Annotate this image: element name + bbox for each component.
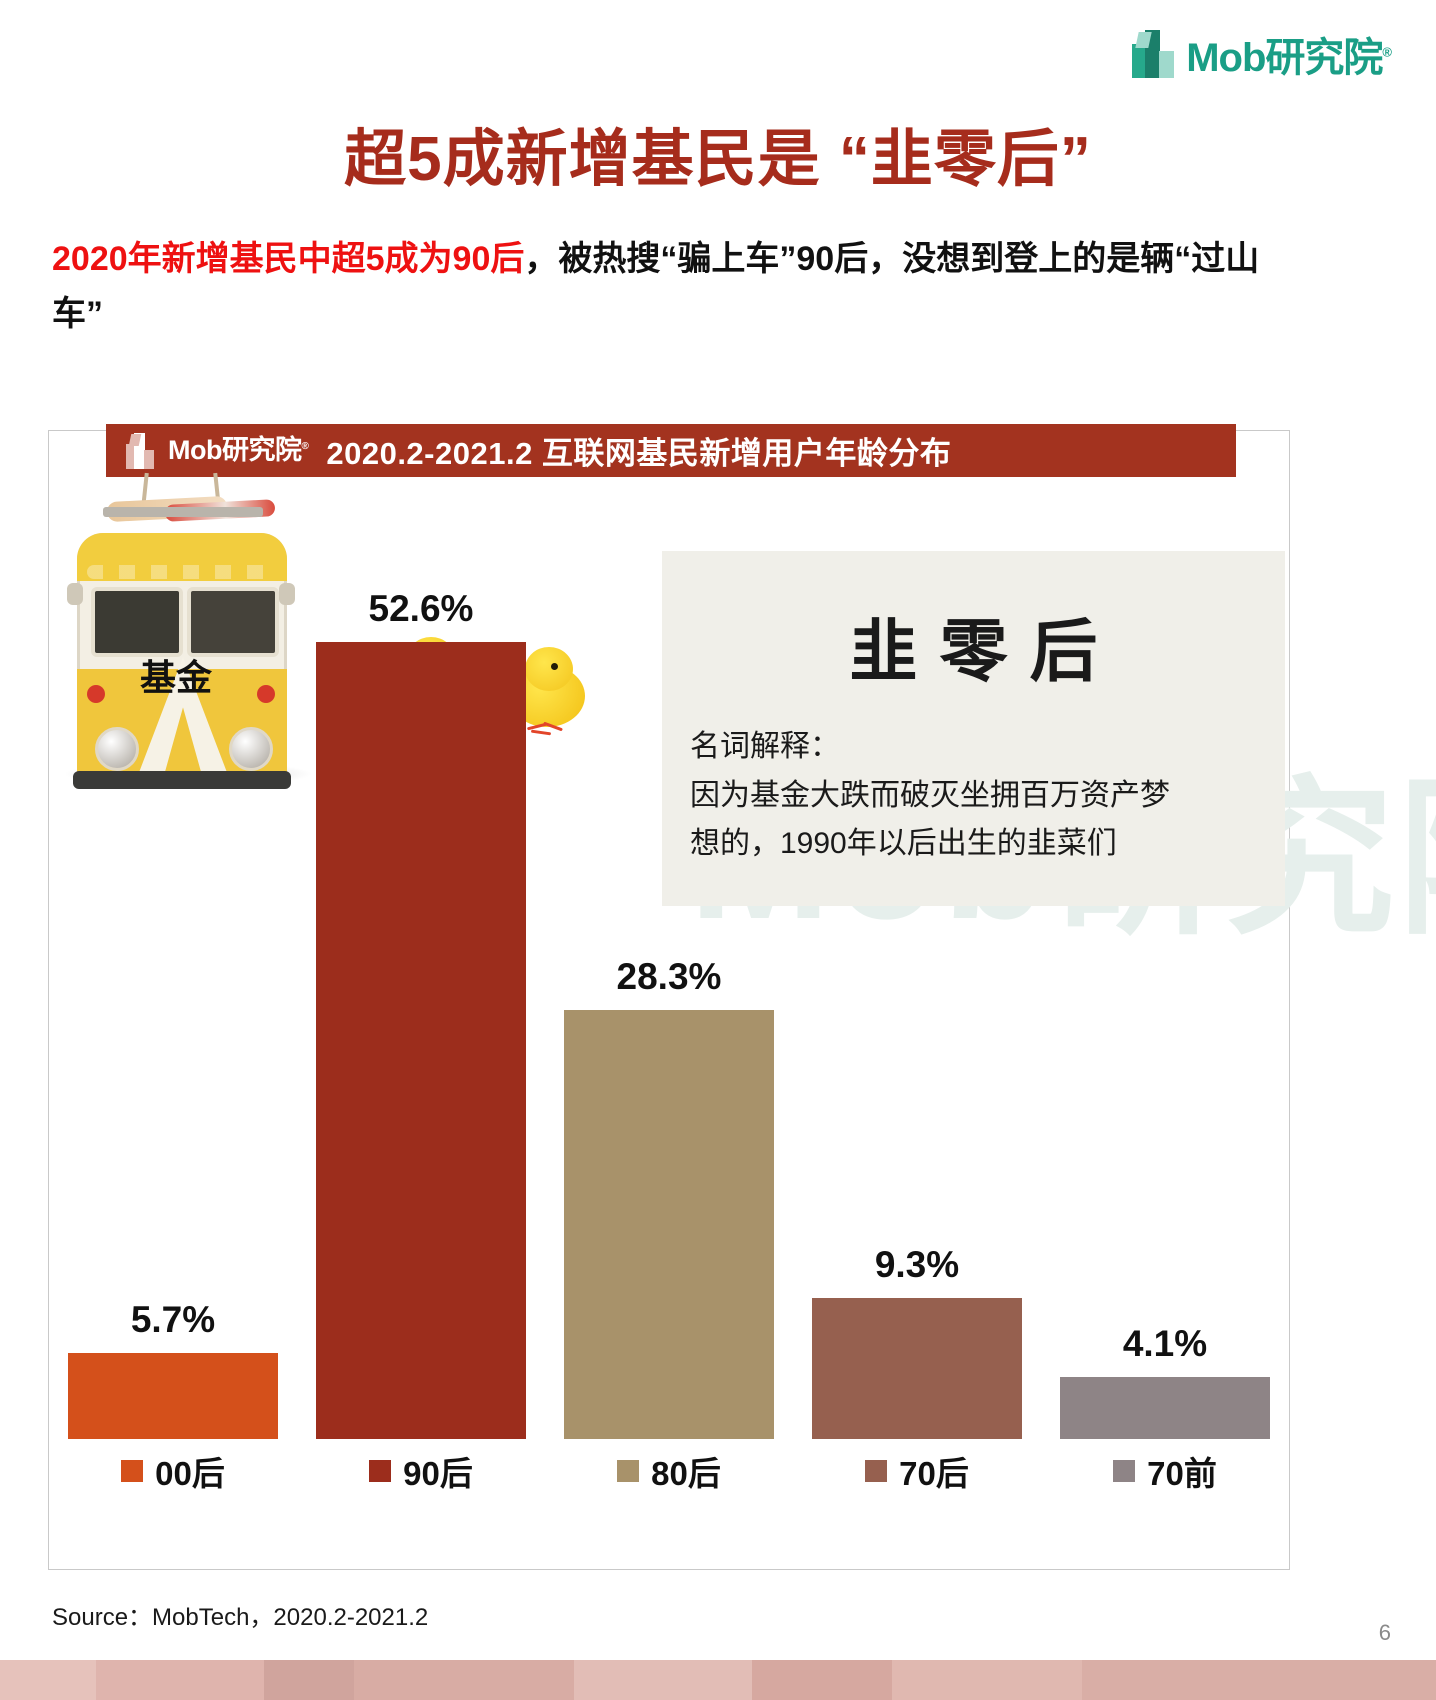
bar-80后: 28.3%	[564, 956, 774, 1439]
bar-value-label: 9.3%	[874, 1244, 960, 1285]
legend-item-70前[interactable]: 70前	[1041, 1447, 1289, 1495]
page-subtitle: 2020年新增基民中超5成为90后，被热搜“骗上车”90后，没想到登上的是辆“过…	[52, 232, 1282, 342]
brand-name-text: Mob研究院	[1186, 36, 1383, 80]
legend-label: 00后	[155, 1455, 225, 1492]
legend-label: 70后	[899, 1455, 969, 1492]
footer-decoration-bar	[0, 1660, 1436, 1700]
page-title: 超5成新增基民是 “韭零后”	[344, 125, 1092, 194]
legend-label: 80后	[651, 1455, 721, 1492]
term-info-panel: 韭零后 名词解释： 因为基金大跌而破灭坐拥百万资产梦 想的，1990年以后出生的…	[662, 551, 1285, 906]
term-definition: 名词解释： 因为基金大跌而破灭坐拥百万资产梦 想的，1990年以后出生的韭菜们	[690, 723, 1270, 869]
brand-trademark: ®	[1382, 44, 1392, 60]
legend-label: 90后	[403, 1455, 473, 1492]
legend-swatch-icon	[121, 1460, 144, 1482]
legend-item-80后[interactable]: 80后	[545, 1447, 793, 1495]
term-definition-line-3: 想的，1990年以后出生的韭菜们	[690, 827, 1117, 861]
vintage-van-photo-icon	[67, 472, 295, 789]
bar-00后: 5.7%	[68, 1299, 278, 1439]
bar-70前: 4.1%	[1060, 1323, 1270, 1439]
ribbon-trademark: ®	[301, 441, 309, 452]
bar-value-label: 52.6%	[368, 588, 474, 629]
bus-label: 基金	[139, 657, 212, 698]
legend-swatch-icon	[1113, 1460, 1136, 1482]
source-note: Source：MobTech，2020.2-2021.2	[52, 1604, 429, 1631]
bar-value-label: 4.1%	[1122, 1323, 1208, 1364]
legend-item-00后[interactable]: 00后	[49, 1447, 297, 1495]
term-title: 韭零后	[849, 614, 1120, 690]
chart-title: 2020.2-2021.2 互联网基民新增用户年龄分布	[326, 436, 952, 471]
bar-90后: 52.6%	[316, 588, 526, 1439]
chart-legend: 00后 90后 80后 70后 70前	[49, 1439, 1289, 1503]
legend-item-70后[interactable]: 70后	[793, 1447, 1041, 1495]
legend-item-90后[interactable]: 90后	[297, 1447, 545, 1495]
ribbon-brand-name: Mob研究院®	[168, 435, 309, 465]
chart-card: Mob研究院® 2020.2-2021.2 互联网基民新增用户年龄分布 Mob研…	[48, 424, 1436, 1570]
term-definition-line-1: 名词解释：	[690, 730, 840, 763]
subtitle-highlight: 2020年新增基民中超5成为90后	[52, 240, 525, 278]
ribbon-brand-text: Mob研究院	[168, 435, 302, 465]
bar-value-label: 28.3%	[616, 956, 722, 997]
page-number: 6	[1378, 1620, 1391, 1645]
legend-swatch-icon	[369, 1460, 392, 1482]
legend-swatch-icon	[617, 1460, 640, 1482]
legend-swatch-icon	[865, 1460, 888, 1482]
bar-value-label: 5.7%	[130, 1299, 216, 1340]
mob-building-logo-icon	[126, 432, 158, 469]
mob-building-logo-icon	[1132, 30, 1178, 78]
brand-logo: Mob研究院®	[1132, 30, 1392, 80]
brand-name: Mob研究院®	[1186, 36, 1392, 80]
bar-70后: 9.3%	[812, 1244, 1022, 1439]
subtitle-rest: ，被热搜“骗上车”90后，没想到登上的是辆“过山车”	[52, 240, 1260, 334]
legend-label: 70前	[1147, 1455, 1217, 1492]
bar-chart-plot: 5.7% 52.6% 28.3% 9.3% 4.1%	[49, 431, 1289, 1439]
term-definition-line-2: 因为基金大跌而破灭坐拥百万资产梦	[690, 778, 1170, 812]
chart-header-ribbon: Mob研究院® 2020.2-2021.2 互联网基民新增用户年龄分布	[106, 424, 1236, 477]
